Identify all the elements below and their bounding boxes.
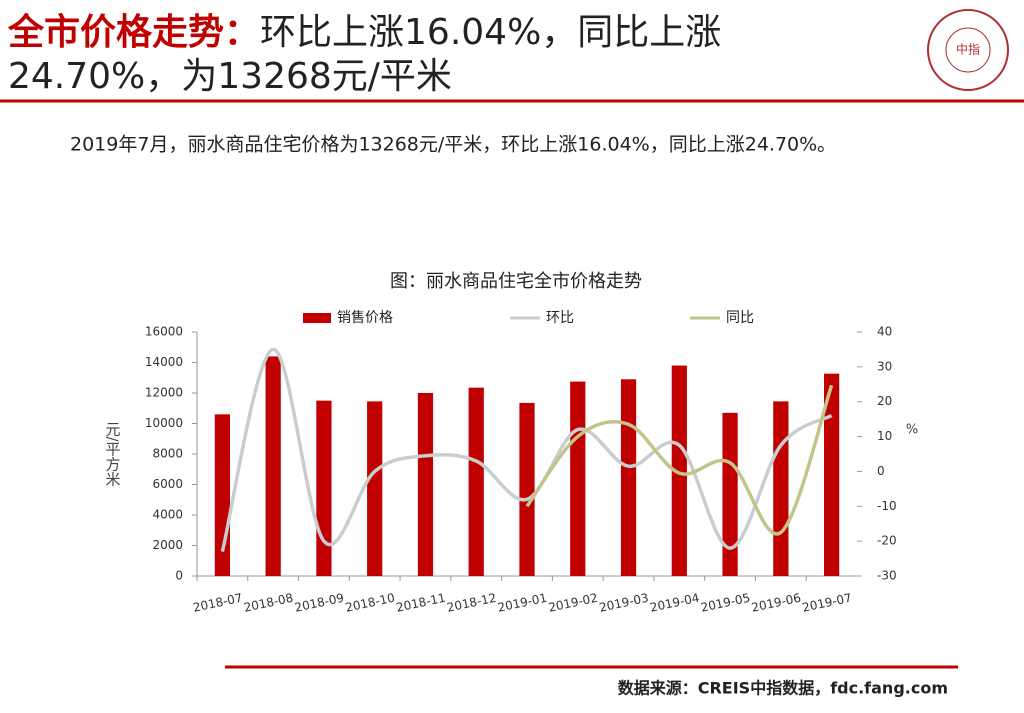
x-tick-label: 2019-04 bbox=[649, 591, 701, 615]
y-tick-label: 10000 bbox=[145, 416, 183, 430]
line-series bbox=[525, 384, 834, 536]
y-tick-label: 6000 bbox=[152, 477, 183, 491]
title-line-1: 全市价格走势：环比上涨16.04%，同比上涨 bbox=[7, 11, 721, 53]
legend-label: 同比 bbox=[726, 310, 754, 326]
x-tick-label: 2019-02 bbox=[547, 591, 599, 615]
y-tick-label: 12000 bbox=[145, 386, 183, 400]
y-tick-label: 14000 bbox=[145, 355, 183, 369]
x-tick-label: 2018-08 bbox=[243, 591, 295, 615]
y2-tick-label: 40 bbox=[877, 325, 892, 339]
y2-tick-label: 10 bbox=[877, 429, 892, 443]
x-tick-label: 2018-12 bbox=[446, 591, 498, 615]
line-series bbox=[220, 347, 833, 553]
y2-tick-label: 20 bbox=[877, 394, 892, 408]
x-tick-label: 2018-09 bbox=[293, 591, 345, 615]
legend-swatch bbox=[303, 313, 331, 323]
chart-title: 图：丽水商品住宅全市价格走势 bbox=[390, 271, 642, 292]
logo: 中指 bbox=[927, 9, 1009, 91]
bar bbox=[570, 381, 586, 576]
y-tick-label: 4000 bbox=[152, 508, 183, 522]
bar bbox=[671, 365, 687, 576]
bar bbox=[417, 393, 434, 576]
bar bbox=[519, 402, 535, 576]
y2-axis-label: % bbox=[906, 423, 918, 438]
logo-ring bbox=[927, 9, 1009, 91]
y-tick-label: 0 bbox=[175, 569, 183, 583]
logo-text: 中指 bbox=[956, 42, 980, 57]
bar bbox=[265, 356, 281, 576]
title-line-2: 24.70%，为13268元/平米 bbox=[8, 56, 452, 97]
bar bbox=[468, 387, 484, 576]
title-highlight: 全市价格走势： bbox=[7, 11, 260, 53]
y-tick-label: 2000 bbox=[152, 538, 183, 552]
x-tick-label: 2018-10 bbox=[344, 591, 396, 615]
subtitle: 2019年7月，丽水商品住宅价格为13268元/平米，环比上涨16.04%，同比… bbox=[70, 134, 836, 156]
x-tick-label: 2019-06 bbox=[750, 591, 802, 615]
x-tick-label: 2018-07 bbox=[192, 591, 244, 615]
bar bbox=[824, 373, 840, 576]
y2-tick-label: 0 bbox=[877, 464, 885, 478]
y2-tick-label: -10 bbox=[877, 499, 897, 513]
x-tick-label: 2019-03 bbox=[598, 591, 650, 615]
y-tick-label: 16000 bbox=[145, 325, 183, 339]
y2-tick-label: -20 bbox=[877, 534, 897, 548]
x-tick-label: 2018-11 bbox=[395, 591, 447, 615]
bar bbox=[722, 412, 738, 576]
legend-label: 环比 bbox=[546, 310, 574, 326]
x-tick-label: 2019-05 bbox=[699, 591, 751, 615]
bar bbox=[367, 401, 383, 576]
bar bbox=[214, 414, 230, 576]
legend-label: 销售价格 bbox=[337, 310, 393, 326]
source: 数据来源：CREIS中指数据，fdc.fang.com bbox=[618, 679, 948, 698]
bar bbox=[620, 379, 637, 576]
y2-tick-label: -30 bbox=[877, 569, 897, 583]
y-axis-label: 元/平方米 bbox=[104, 421, 122, 486]
x-tick-label: 2019-07 bbox=[801, 591, 853, 615]
logo-inner bbox=[945, 27, 991, 73]
bar bbox=[773, 401, 789, 576]
title-text: 环比上涨16.04%，同比上涨 bbox=[260, 12, 721, 53]
bar bbox=[316, 400, 332, 576]
y-tick-label: 8000 bbox=[152, 447, 183, 461]
x-tick-label: 2019-01 bbox=[496, 591, 548, 615]
y2-tick-label: 30 bbox=[877, 359, 892, 373]
